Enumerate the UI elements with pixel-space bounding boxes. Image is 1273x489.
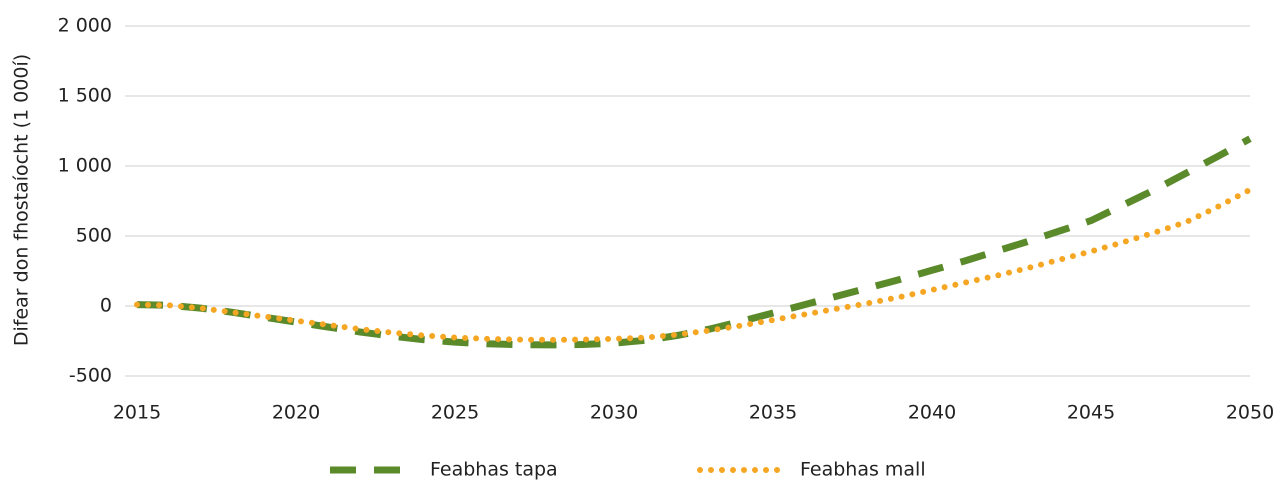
x-tick-label: 2035: [749, 402, 797, 424]
legend-label: Feabhas mall: [800, 459, 926, 481]
y-tick-label: -500: [69, 365, 112, 387]
x-tick-label: 2030: [590, 402, 638, 424]
x-tick-label: 2025: [431, 402, 479, 424]
series-line: [134, 186, 1253, 343]
series-line: [136, 135, 1252, 349]
y-tick-label: 2 000: [58, 15, 112, 37]
x-tick-label: 2020: [272, 402, 320, 424]
y-tick-label: 1 500: [58, 85, 112, 107]
y-tick-label: 0: [100, 295, 112, 317]
x-tick-label: 2040: [908, 402, 956, 424]
y-axis-label: Difear don fhostaíocht (1 000í): [11, 54, 33, 346]
x-tick-label: 2050: [1226, 402, 1273, 424]
x-tick-label: 2045: [1067, 402, 1115, 424]
y-tick-label: 500: [76, 225, 112, 247]
x-tick-label: 2015: [113, 402, 161, 424]
legend-label: Feabhas tapa: [430, 459, 558, 481]
y-tick-label: 1 000: [58, 155, 112, 177]
